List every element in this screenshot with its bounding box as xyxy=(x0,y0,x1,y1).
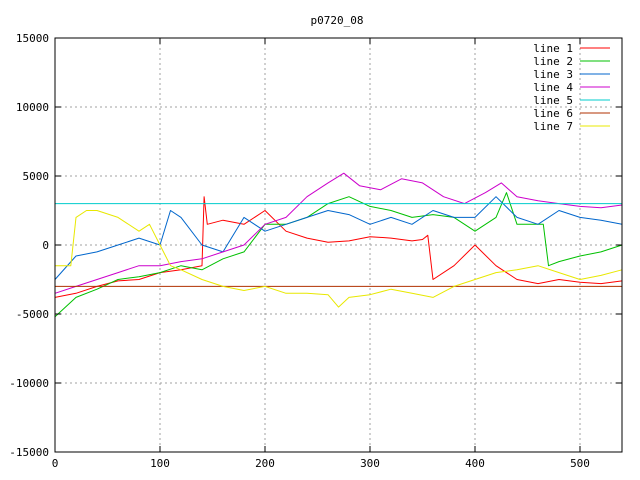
legend-label: line 6 xyxy=(533,107,573,120)
y-tick-label: -15000 xyxy=(9,446,49,459)
y-tick-label: 5000 xyxy=(23,170,50,183)
series-line-4 xyxy=(54,172,623,294)
series-line-2 xyxy=(54,192,623,318)
x-tick-label: 500 xyxy=(570,457,590,470)
series-group xyxy=(54,172,623,318)
x-tick-label: 300 xyxy=(360,457,380,470)
legend-label: line 2 xyxy=(533,55,573,68)
axis-ticks: 0 100 200 300 400 500 -15000 -10000 -5000 0 5000 10… xyxy=(9,32,622,470)
y-tick-label: 15000 xyxy=(16,32,49,45)
chart-title: p0720_08 xyxy=(311,14,364,27)
series-line-7 xyxy=(55,210,623,308)
y-tick-label: 10000 xyxy=(16,101,49,114)
legend-label: line 7 xyxy=(533,120,573,133)
x-tick-label: 400 xyxy=(465,457,485,470)
legend-label: line 1 xyxy=(533,42,573,55)
legend-label: line 3 xyxy=(533,68,573,81)
legend-label: line 5 xyxy=(533,94,573,107)
x-tick-label: 200 xyxy=(255,457,275,470)
x-tick-label: 0 xyxy=(52,457,59,470)
x-tick-label: 100 xyxy=(150,457,170,470)
series-line-1 xyxy=(54,196,623,298)
series-line-3 xyxy=(54,196,623,280)
y-tick-label: -5000 xyxy=(16,308,49,321)
y-tick-label: 0 xyxy=(42,239,49,252)
legend-label: line 4 xyxy=(533,81,573,94)
y-tick-label: -10000 xyxy=(9,377,49,390)
